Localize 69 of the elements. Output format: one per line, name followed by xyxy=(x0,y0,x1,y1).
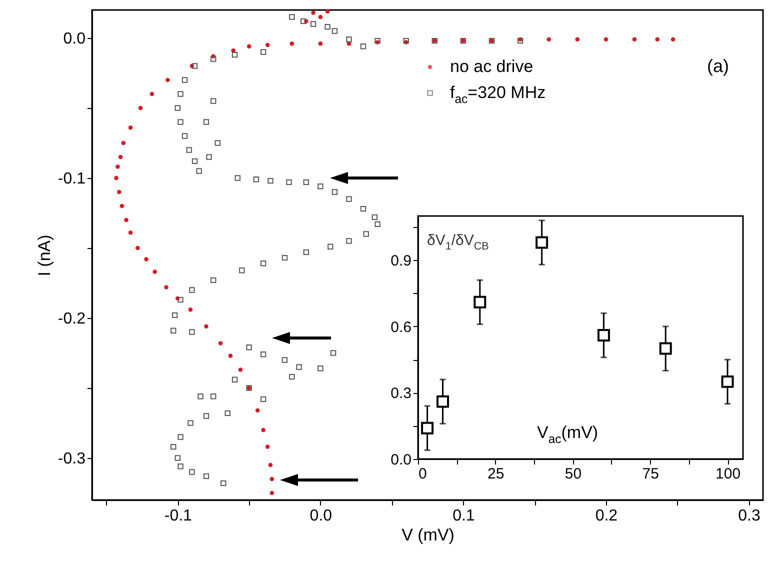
y-tick-label: 0.3 xyxy=(390,385,412,402)
x-tick-label: -0.1 xyxy=(164,508,192,524)
point xyxy=(290,41,294,46)
point xyxy=(270,476,274,482)
point xyxy=(261,428,266,432)
point xyxy=(597,329,610,342)
point xyxy=(228,354,233,358)
x-tick-label: 0 xyxy=(418,466,427,482)
x-tick-label: 0.1 xyxy=(452,508,475,524)
point xyxy=(265,42,270,48)
x-tick-label: 25 xyxy=(488,466,504,482)
x-tick-label: 75 xyxy=(642,466,659,482)
point xyxy=(436,395,450,408)
point xyxy=(166,78,170,82)
point xyxy=(238,368,243,372)
point xyxy=(164,285,168,290)
point xyxy=(128,125,133,130)
point xyxy=(116,164,120,169)
x-tick-label: 0.2 xyxy=(595,508,618,524)
point xyxy=(421,422,434,434)
point xyxy=(246,44,252,49)
point xyxy=(575,37,580,42)
point xyxy=(721,375,734,388)
point xyxy=(474,296,486,308)
point xyxy=(265,444,270,449)
legend-label: no ac drive xyxy=(450,57,534,76)
point xyxy=(150,92,154,96)
point xyxy=(124,218,128,222)
point xyxy=(670,37,676,42)
point xyxy=(546,37,551,42)
point xyxy=(536,236,548,249)
point xyxy=(318,41,323,46)
point xyxy=(270,490,274,496)
point xyxy=(128,230,133,235)
y-axis-title: I (nA) xyxy=(34,234,54,276)
point xyxy=(144,257,148,262)
point xyxy=(325,9,330,14)
y-tick-label: 0.9 xyxy=(390,252,412,270)
point xyxy=(604,37,608,42)
x-tick-label: 0.3 xyxy=(738,508,760,524)
point xyxy=(255,408,260,413)
point xyxy=(117,190,122,194)
annotation: (a) xyxy=(707,56,729,76)
y-tick-label: -0.3 xyxy=(58,450,86,468)
point xyxy=(114,176,118,180)
point xyxy=(204,324,208,329)
point xyxy=(268,462,273,468)
x-tick-label: 50 xyxy=(564,466,582,482)
y-tick-label: -0.2 xyxy=(58,310,86,328)
y-tick-label: -0.1 xyxy=(58,170,86,188)
point xyxy=(121,140,126,146)
point xyxy=(311,10,316,15)
x-tick-label: 0.0 xyxy=(310,508,332,524)
y-tick-label: 0.6 xyxy=(390,318,412,336)
point xyxy=(188,307,193,312)
point xyxy=(120,204,124,208)
point xyxy=(136,246,140,250)
y-tick-label: 0.0 xyxy=(390,452,412,468)
point xyxy=(655,37,660,42)
y-tick-label: 0.0 xyxy=(63,30,86,48)
point xyxy=(659,342,672,355)
point xyxy=(632,37,637,42)
point xyxy=(118,154,123,160)
x-axis-title: V (mV) xyxy=(402,526,454,544)
point xyxy=(218,341,223,346)
point xyxy=(138,106,143,110)
point xyxy=(152,270,157,274)
x-tick-label: 100 xyxy=(716,466,741,482)
point xyxy=(318,14,323,20)
